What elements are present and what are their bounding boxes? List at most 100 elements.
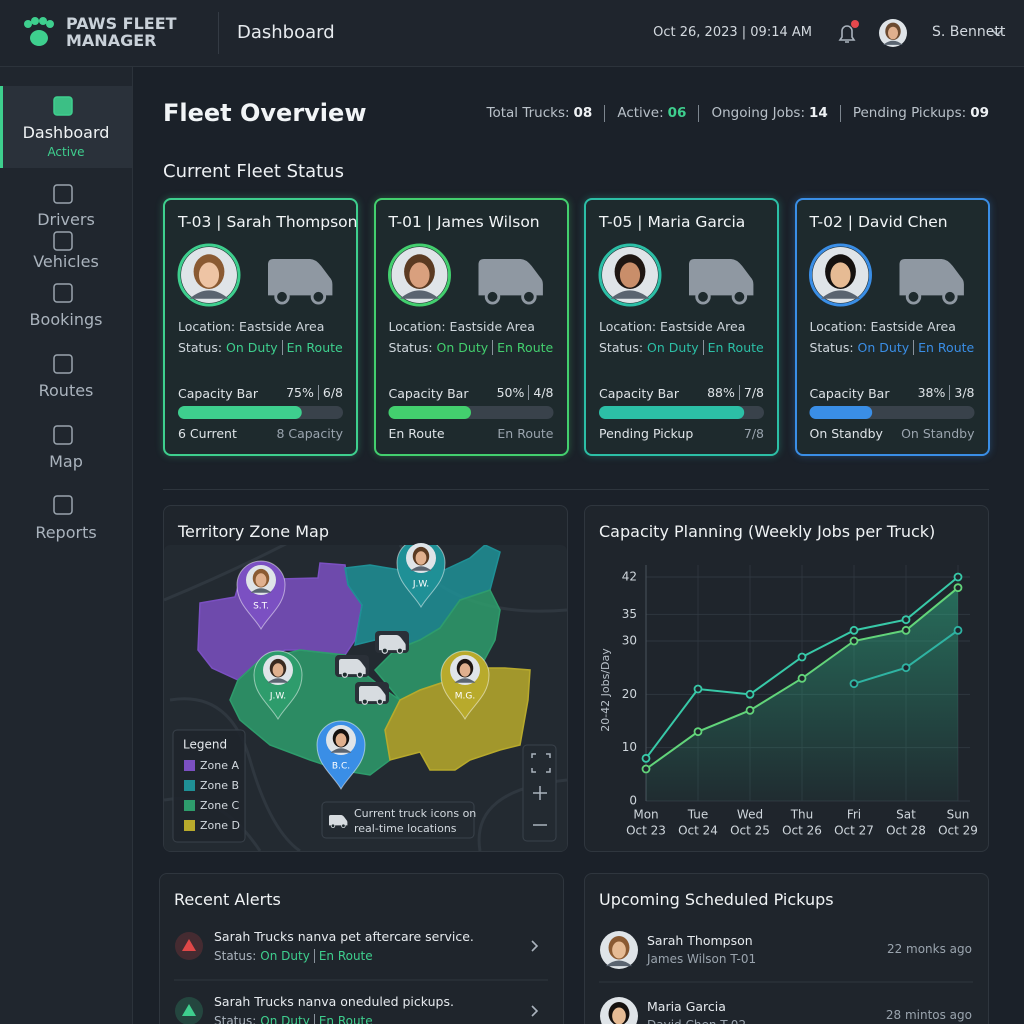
stat: Ongoing Jobs: 14 xyxy=(698,105,828,122)
series-point xyxy=(953,572,963,582)
card-location: Location: Eastside Area xyxy=(388,318,535,334)
avatar-face xyxy=(619,262,641,288)
panel-title: Recent Alerts xyxy=(174,889,281,909)
zoom-icons[interactable] xyxy=(531,753,551,826)
pickup-time: 28 mintos ago xyxy=(885,1008,972,1023)
truck-icon xyxy=(359,686,386,705)
avatar xyxy=(450,655,480,685)
truck-wheel xyxy=(905,289,922,305)
route-value: En Route xyxy=(313,949,373,963)
avatar-face xyxy=(459,663,471,677)
truck-wheel xyxy=(341,671,348,678)
card-footer-left: On Standby xyxy=(809,425,883,441)
y-tick-label: 42 xyxy=(622,570,637,584)
stats-row: Total Trucks: 08 Active: 06 Ongoing Jobs: 14 P… xyxy=(487,105,989,122)
legend-label: Zone B xyxy=(200,779,239,792)
bell-icon xyxy=(838,25,856,43)
status-value: On Duty xyxy=(226,340,278,355)
status-value: On Duty xyxy=(436,340,489,355)
avatar xyxy=(600,931,638,969)
nav-icon xyxy=(53,96,73,116)
map-note-text: real-time locations xyxy=(354,822,457,835)
truck-wheel xyxy=(484,289,501,305)
status-value: On Duty xyxy=(857,340,910,355)
status-value: On Duty xyxy=(647,340,699,355)
nav-icon xyxy=(53,354,73,374)
status-value: On Duty xyxy=(260,949,310,963)
avatar-ring xyxy=(177,243,241,307)
route-value: En Route xyxy=(702,340,764,355)
avatar-ring xyxy=(598,243,662,307)
truck-wheel xyxy=(310,289,327,305)
legend-box xyxy=(172,729,246,843)
truck-wheel xyxy=(942,289,958,305)
series-point xyxy=(641,753,651,763)
avatar xyxy=(809,243,872,307)
capacity-detail: 6/8 xyxy=(317,385,343,400)
x-tick-date: Oct 28 xyxy=(886,824,926,838)
stat-label: Total Trucks: xyxy=(486,105,570,121)
nav-label[interactable]: Dashboard xyxy=(22,122,110,142)
truck-wheel xyxy=(731,289,748,305)
alert-chevron[interactable] xyxy=(531,940,539,952)
nav-label[interactable]: Vehicles xyxy=(33,251,99,271)
x-tick-label: Wed xyxy=(737,808,763,822)
avatar-body xyxy=(267,678,289,683)
card-footer-right: 7/8 xyxy=(743,425,764,441)
y-tick-label: 10 xyxy=(622,740,637,754)
section-divider xyxy=(163,489,989,490)
x-tick-date: Oct 29 xyxy=(938,824,978,838)
nav-label[interactable]: Drivers xyxy=(37,209,95,229)
stat-value: 14 xyxy=(809,105,828,121)
truck-body xyxy=(268,259,333,296)
x-tick-date: Oct 26 xyxy=(782,824,822,838)
alert-chevron[interactable] xyxy=(531,1005,539,1017)
pin-label: S.T. xyxy=(253,602,269,612)
pickup-sub: David Chen T-02 xyxy=(647,1018,746,1024)
y-tick-label: 20 xyxy=(622,687,637,701)
nav-label[interactable]: Reports xyxy=(35,522,97,542)
area-fill xyxy=(646,587,958,801)
capacity-value: 50% xyxy=(496,385,525,400)
card-status: Status: On Duty En Route xyxy=(810,340,975,356)
nav-icon xyxy=(53,283,73,303)
status-value: On Duty xyxy=(260,1014,310,1024)
truck-body xyxy=(359,686,386,702)
panel-title: Territory Zone Map xyxy=(178,521,329,541)
nav-label[interactable]: Bookings xyxy=(29,309,103,329)
status-label: Status: xyxy=(178,340,223,355)
avatar-body xyxy=(250,588,272,593)
series-point xyxy=(901,615,911,625)
paw-toe xyxy=(31,17,39,25)
logo-icon xyxy=(24,17,54,46)
truck-wheel xyxy=(521,289,537,305)
alert-icon xyxy=(182,939,196,951)
card-status: Status: On Duty En Route xyxy=(389,340,554,356)
truck-wheel xyxy=(361,698,368,705)
truck-icon xyxy=(329,815,348,829)
status-label: Status: xyxy=(388,340,433,355)
truck-wheel xyxy=(356,671,364,678)
card-status: Status: On Duty En Route xyxy=(599,340,764,356)
nav-icon xyxy=(53,231,73,251)
user-name: S. Bennett xyxy=(932,23,1006,40)
avatar-face xyxy=(830,262,851,288)
avatar-face xyxy=(335,733,347,747)
card-title: T-01 | James Wilson xyxy=(388,212,540,231)
avatar-ring xyxy=(388,243,451,307)
brand-name: PAWS FLEET xyxy=(66,13,177,33)
nav-label[interactable]: Map xyxy=(49,451,83,471)
capacity-label: Capacity Bar xyxy=(388,385,469,401)
chevron-icon xyxy=(991,29,1003,37)
nav-icon xyxy=(53,425,73,445)
pin-label: J.W. xyxy=(269,692,286,702)
stat-value: 06 xyxy=(667,105,687,121)
series-point xyxy=(693,727,703,737)
legend-title: Legend xyxy=(183,738,227,752)
paw-toe xyxy=(39,17,47,25)
nav-label[interactable]: Routes xyxy=(38,380,94,400)
capacity-label: Capacity Bar xyxy=(809,385,890,401)
alert-icon xyxy=(182,1004,196,1016)
stat-label: Ongoing Jobs: xyxy=(711,105,806,121)
